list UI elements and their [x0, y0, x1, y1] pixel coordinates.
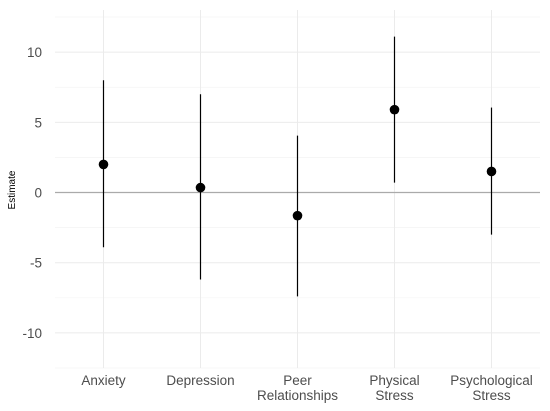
- x-tick-label: Physical Stress: [369, 373, 419, 403]
- y-axis-ticks: -10 -5 0 5 10: [22, 45, 42, 341]
- estimate-point: [292, 210, 303, 221]
- x-axis-ticks: Anxiety Depression Peer Relationships Physic…: [81, 373, 532, 403]
- y-tick-label: 0: [34, 186, 42, 201]
- estimate-point: [389, 104, 400, 115]
- y-tick-label: 5: [34, 115, 42, 130]
- y-tick-label: 10: [27, 45, 42, 60]
- estimate-point: [195, 182, 206, 193]
- x-tick-label: Depression: [166, 373, 234, 388]
- x-tick-label: Anxiety: [81, 373, 126, 388]
- estimate-point: [98, 159, 109, 170]
- y-tick-label: -10: [22, 326, 42, 341]
- estimate-point: [486, 166, 497, 177]
- data-marks: [98, 36, 497, 297]
- x-tick-label: Psychological Stress: [450, 373, 533, 403]
- y-axis-title: Estimate: [7, 170, 18, 209]
- x-tick-label: Peer Relationships: [257, 373, 338, 403]
- y-tick-label: -5: [30, 256, 42, 271]
